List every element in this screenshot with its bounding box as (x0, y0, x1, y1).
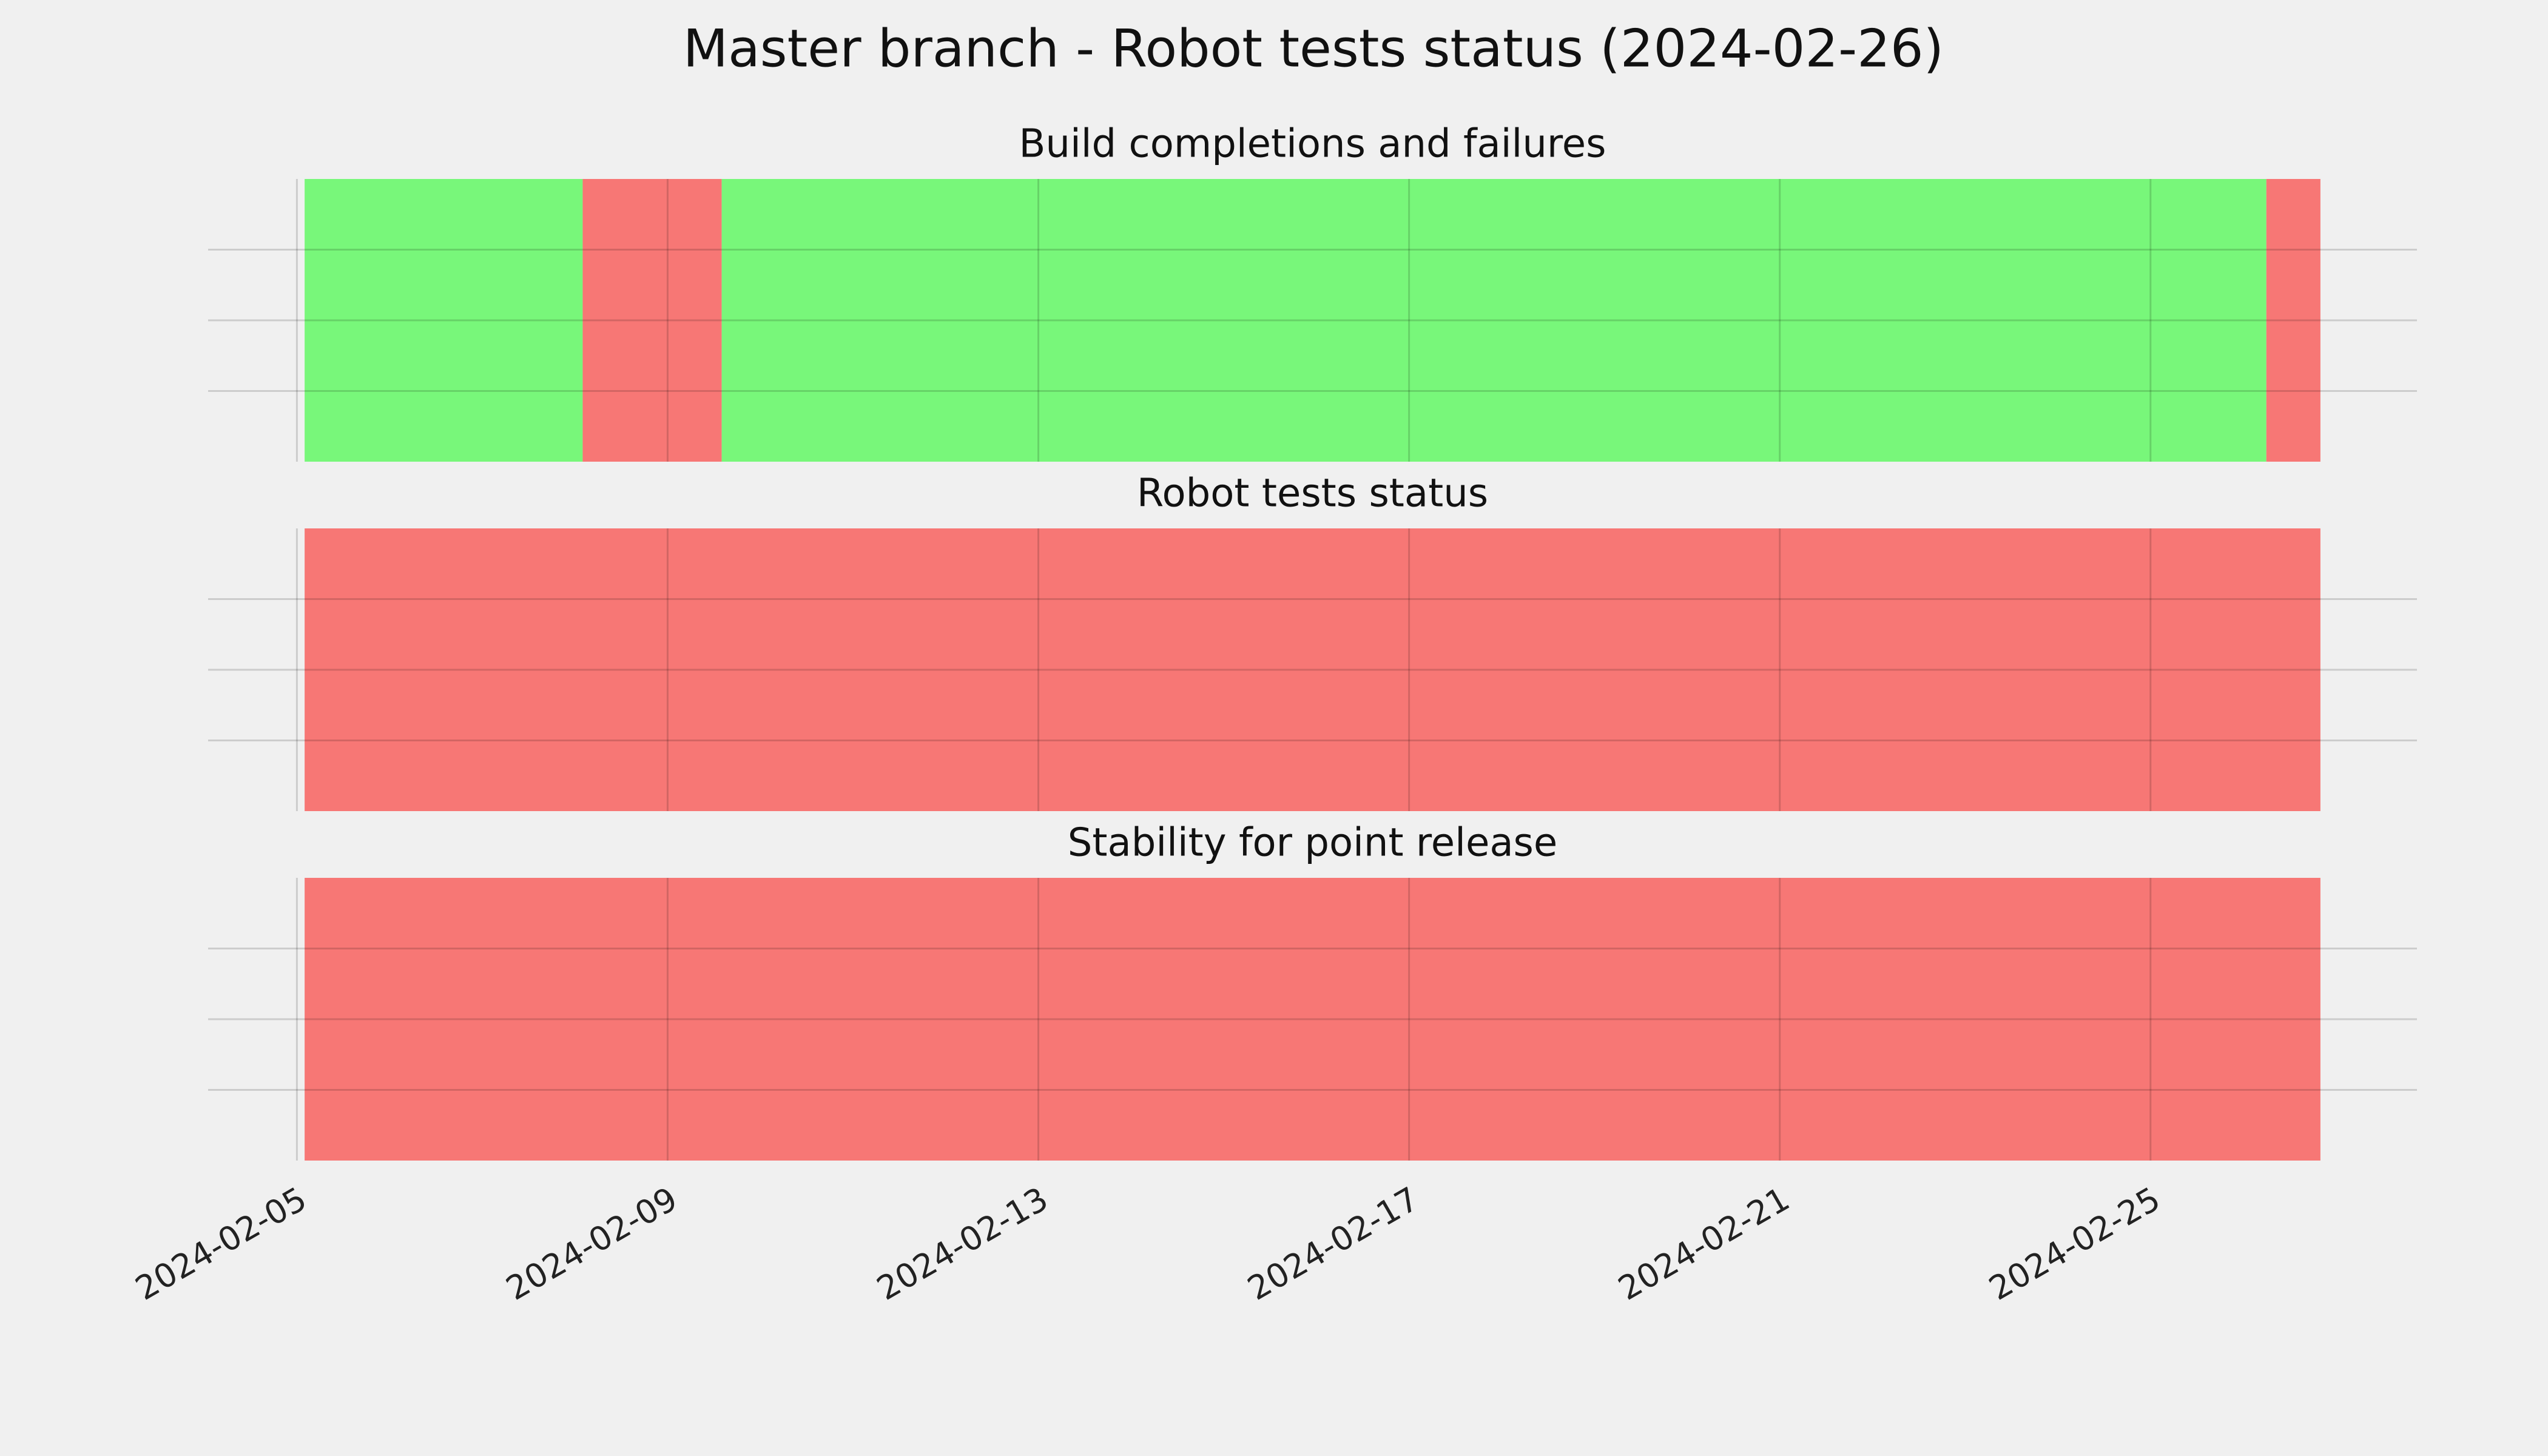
status-span (305, 878, 2320, 1161)
panel-title: Build completions and failures (1019, 122, 1606, 167)
status-span (305, 179, 583, 462)
status-span (305, 528, 2320, 811)
status-span (721, 179, 2267, 462)
panel-title: Robot tests status (1137, 471, 1488, 516)
status-span (582, 179, 722, 462)
status-span (2266, 179, 2320, 462)
panel-title: Stability for point release (1068, 821, 1558, 866)
chart-title: Master branch - Robot tests status (2024… (683, 18, 1944, 79)
